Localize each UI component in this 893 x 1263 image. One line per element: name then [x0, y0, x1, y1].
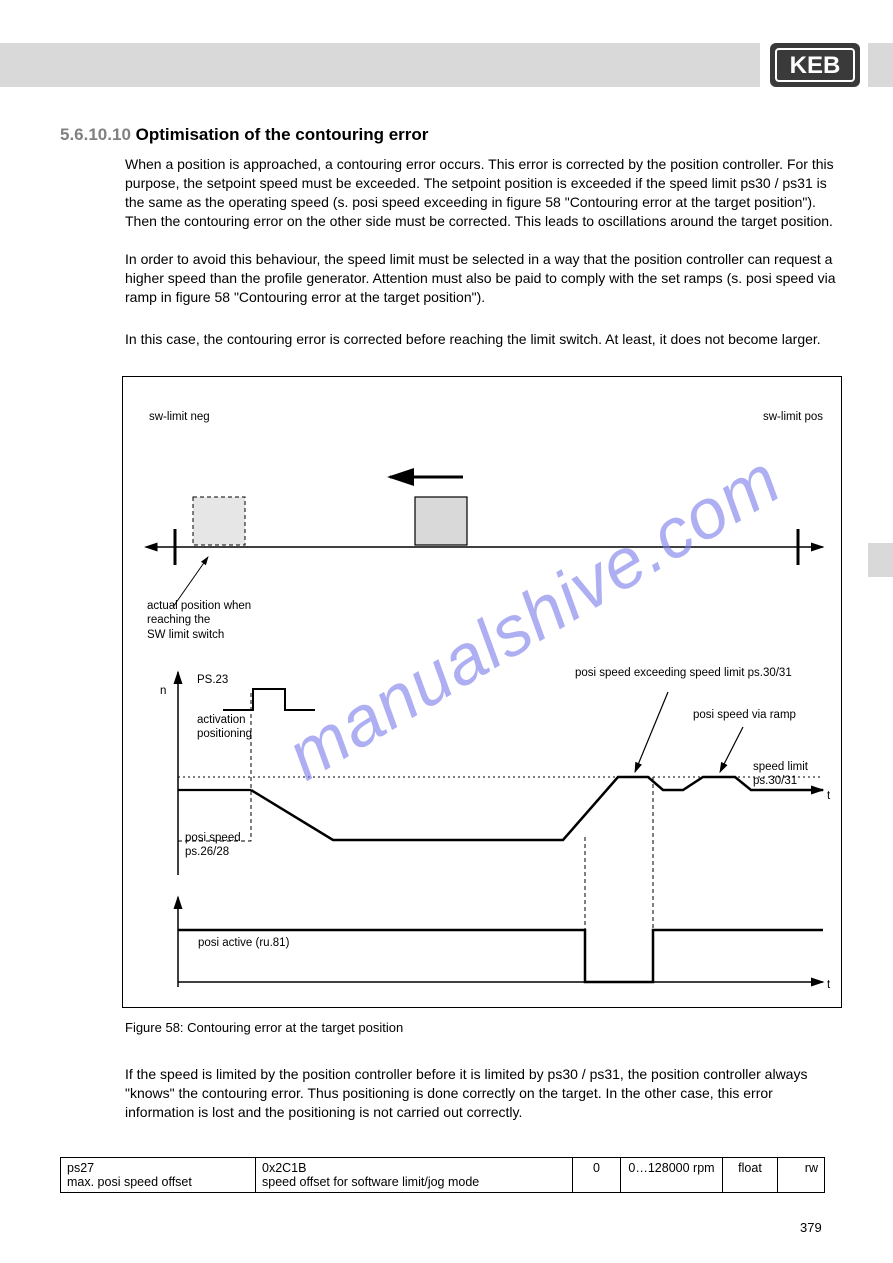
- label-n: n: [160, 685, 166, 697]
- label-posi-speed: posi speedps.26/28: [185, 832, 241, 860]
- section-heading: 5.6.10.10 Optimisation of the contouring…: [60, 125, 428, 145]
- top-bar-right-slice: [868, 43, 893, 87]
- label-ps23: PS.23: [197, 674, 228, 686]
- label-sw-limit-neg: sw-limit neg: [149, 411, 210, 423]
- label-posi-active: posi active (ru.81): [198, 937, 289, 949]
- figure-caption: Figure 58: Contouring error at the targe…: [125, 1020, 403, 1035]
- top-bar: KEB: [0, 43, 893, 87]
- label-sw-limit-pos: sw-limit pos: [763, 411, 823, 423]
- label-via-ramp: posi speed via ramp: [693, 709, 796, 721]
- cell-range: 0…128000 rpm: [621, 1158, 723, 1193]
- paragraph-1: When a position is approached, a contour…: [125, 155, 840, 231]
- cell-desc: 0x2C1B speed offset for software limit/j…: [256, 1158, 573, 1193]
- cell-param-name: max. posi speed offset: [67, 1175, 192, 1189]
- heading-number: 5.6.10.10: [60, 125, 131, 144]
- cell-desc-text: speed offset for software limit/jog mode: [262, 1175, 479, 1189]
- page-number: 379: [800, 1220, 822, 1235]
- label-t1: t: [827, 790, 830, 802]
- right-edge-tab: [868, 543, 893, 577]
- cell-addr: 0x2C1B: [262, 1161, 306, 1175]
- label-speed-limit: speed limitps.30/31: [753, 761, 808, 789]
- figure-58: sw-limit neg sw-limit pos actual positio…: [122, 376, 842, 1008]
- heading-title: Optimisation of the contouring error: [136, 125, 429, 144]
- keb-logo: KEB: [770, 43, 860, 87]
- cell-param-code: ps27: [67, 1161, 94, 1175]
- paragraph-3: In this case, the contouring error is co…: [125, 330, 840, 349]
- parameter-table: ps27 max. posi speed offset 0x2C1B speed…: [60, 1157, 825, 1193]
- paragraph-4: If the speed is limited by the position …: [125, 1065, 840, 1122]
- top-bar-left: [0, 43, 760, 87]
- paragraph-2: In order to avoid this behaviour, the sp…: [125, 250, 840, 307]
- figure-svg: [123, 377, 843, 1009]
- cell-param: ps27 max. posi speed offset: [61, 1158, 256, 1193]
- table-row: ps27 max. posi speed offset 0x2C1B speed…: [61, 1158, 825, 1193]
- label-activation-positioning: activationpositioning: [197, 713, 252, 742]
- label-actual-position: actual position when reaching the SW lim…: [147, 599, 251, 642]
- cell-access: rw: [778, 1158, 825, 1193]
- label-exceed: posi speed exceeding speed limit ps.30/3…: [575, 667, 792, 679]
- cell-type: float: [723, 1158, 778, 1193]
- logo-text: KEB: [790, 52, 841, 79]
- cell-default: 0: [573, 1158, 621, 1193]
- label-t2: t: [827, 979, 830, 991]
